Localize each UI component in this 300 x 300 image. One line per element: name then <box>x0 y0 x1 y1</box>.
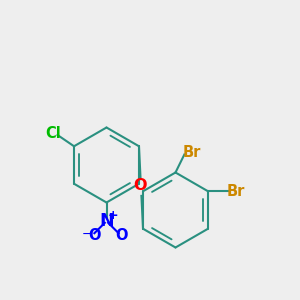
Text: O: O <box>133 178 146 193</box>
Text: N: N <box>99 212 114 230</box>
Text: −: − <box>82 228 93 242</box>
Text: Cl: Cl <box>45 126 61 141</box>
Text: O: O <box>88 228 101 243</box>
Text: Br: Br <box>227 184 245 199</box>
Text: O: O <box>115 228 128 243</box>
Text: Br: Br <box>183 145 201 160</box>
Text: +: + <box>108 209 118 222</box>
